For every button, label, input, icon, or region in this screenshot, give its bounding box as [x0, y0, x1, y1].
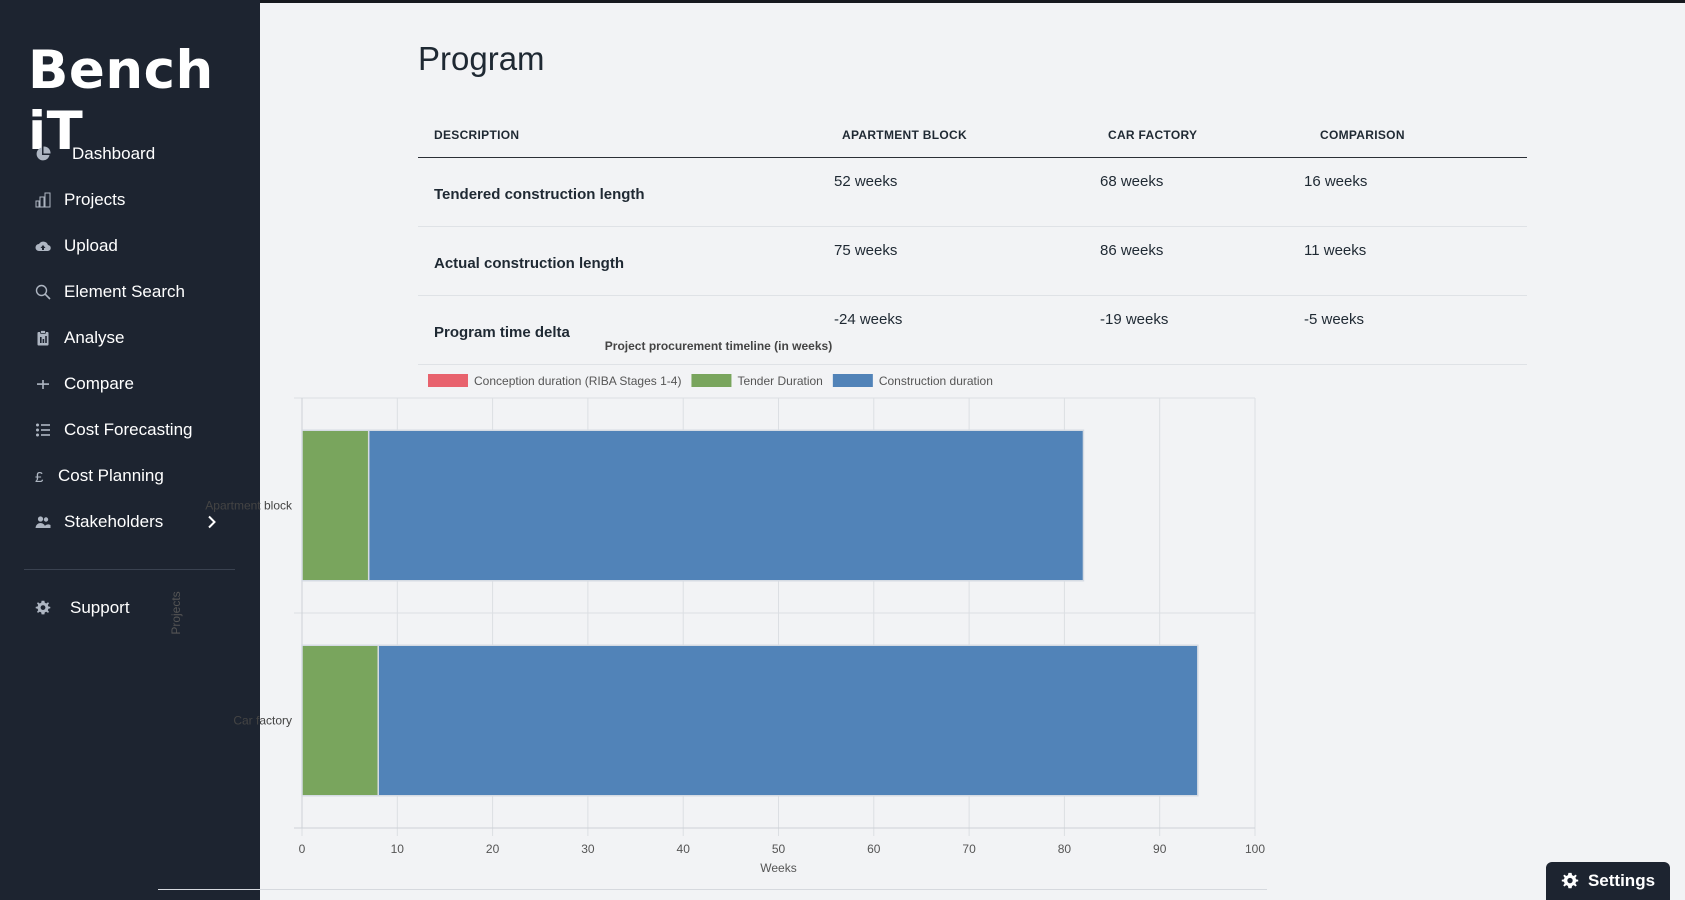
program-table: DESCRIPTION APARTMENT BLOCK CAR FACTORY … [418, 113, 1527, 365]
pie-chart-icon [34, 145, 52, 163]
table-cell: 75 weeks [834, 226, 1100, 296]
sidebar-item-label: Support [70, 598, 130, 617]
sidebar-item-projects[interactable]: Projects [34, 183, 125, 217]
table-cell: 52 weeks [834, 157, 1100, 227]
chart-svg: Project procurement timeline (in weeks) C… [169, 339, 1265, 875]
x-tick-label: 30 [581, 842, 595, 856]
page-title: Program [418, 40, 545, 77]
x-tick-label: 100 [1245, 842, 1265, 856]
x-tick-label: 60 [867, 842, 881, 856]
users-icon [34, 513, 52, 531]
table-cell: Program time delta [418, 295, 834, 365]
sidebar-divider [24, 569, 235, 570]
sidebar: Bench iT Dashboard Projects Upload Eleme… [0, 0, 260, 900]
sidebar-item-support[interactable]: Support [34, 591, 130, 625]
sidebar-item-label: Cost Forecasting [64, 420, 193, 439]
sidebar-item-label: Element Search [64, 282, 185, 301]
x-tick-label: 10 [391, 842, 405, 856]
procurement-timeline-chart: Project procurement timeline (in weeks) C… [158, 330, 1267, 890]
table-cell: 11 weeks [1304, 226, 1527, 296]
sidebar-item-label: Dashboard [72, 144, 156, 163]
table-cell: 86 weeks [1100, 226, 1304, 296]
gear-icon [34, 599, 52, 617]
bar-segment [301, 429, 370, 582]
legend-swatch [691, 374, 732, 387]
sidebar-item-element-search[interactable]: Element Search [34, 275, 185, 309]
y-axis-label: Projects [169, 591, 183, 634]
legend-label: Construction duration [879, 374, 993, 388]
search-icon [34, 283, 52, 301]
legend-swatch [428, 374, 468, 387]
column-header: APARTMENT BLOCK [834, 113, 1100, 158]
sidebar-item-label: Projects [64, 190, 126, 209]
table-header-row: DESCRIPTION APARTMENT BLOCK CAR FACTORY … [418, 113, 1527, 158]
sidebar-item-stakeholders[interactable]: Stakeholders [34, 505, 234, 539]
x-axis-label: Weeks [760, 861, 796, 875]
legend-label: Tender Duration [737, 374, 822, 388]
table-cell: -24 weeks [834, 295, 1100, 365]
table-cell: 16 weeks [1304, 157, 1527, 227]
sidebar-item-label: Stakeholders [64, 512, 164, 531]
gear-icon [1561, 872, 1579, 889]
bar-segment [367, 429, 1085, 582]
chart-title: Project procurement timeline (in weeks) [605, 339, 832, 353]
main-content: Program DESCRIPTION APARTMENT BLOCK CAR … [260, 0, 1685, 900]
x-tick-label: 70 [962, 842, 976, 856]
sidebar-item-label: Analyse [64, 328, 125, 347]
bar-segment [377, 644, 1199, 797]
x-tick-label: 40 [677, 842, 691, 856]
x-tick-label: 80 [1058, 842, 1072, 856]
x-tick-label: 50 [772, 842, 786, 856]
column-header: COMPARISON [1304, 113, 1527, 158]
app-logo: Bench iT [28, 40, 214, 162]
sidebar-item-analyse[interactable]: Analyse [34, 321, 124, 355]
settings-button[interactable]: Settings [1546, 862, 1670, 900]
cloud-upload-icon [34, 237, 52, 255]
sidebar-item-cost-forecasting[interactable]: Cost Forecasting [34, 413, 193, 447]
svg-text:£: £ [35, 469, 44, 484]
column-header: DESCRIPTION [418, 113, 834, 158]
x-tick-label: 0 [299, 842, 306, 856]
table-cell: Actual construction length [418, 226, 834, 296]
top-border [0, 0, 1685, 3]
column-header: CAR FACTORY [1100, 113, 1304, 158]
sidebar-item-dashboard[interactable]: Dashboard [34, 137, 155, 171]
table-cell: -5 weeks [1304, 295, 1527, 365]
settings-label: Settings [1587, 871, 1656, 890]
sidebar-item-label: Compare [64, 374, 134, 393]
clipboard-icon [34, 329, 52, 347]
y-tick-label: Car factory [233, 714, 292, 728]
x-tick-label: 90 [1153, 842, 1167, 856]
y-tick-label: Apartment block [205, 499, 293, 513]
sidebar-item-upload[interactable]: Upload [34, 229, 118, 263]
chart-bottom-border [158, 889, 1267, 890]
sidebar-item-label: Cost Planning [58, 466, 164, 485]
table-cell: -19 weeks [1100, 295, 1304, 365]
list-icon [34, 421, 52, 439]
table-row: Actual construction length 75 weeks 86 w… [418, 226, 1527, 296]
table-cell: 68 weeks [1100, 157, 1304, 227]
legend-swatch [832, 374, 873, 387]
table-row: Tendered construction length 52 weeks 68… [418, 157, 1527, 227]
sidebar-item-compare[interactable]: Compare [34, 367, 134, 401]
compare-icon [34, 375, 52, 393]
legend-label: Conception duration (RIBA Stages 1-4) [474, 374, 681, 388]
sidebar-item-label: Upload [64, 236, 118, 255]
pound-icon: £ [34, 467, 46, 485]
sidebar-item-cost-planning[interactable]: £ Cost Planning [34, 459, 164, 493]
chevron-right-icon [208, 515, 216, 529]
table-cell: Tendered construction length [418, 157, 834, 227]
x-tick-label: 20 [486, 842, 500, 856]
building-icon [34, 191, 52, 209]
bar-segment [301, 644, 379, 797]
table-row: Program time delta -24 weeks -19 weeks -… [418, 295, 1527, 365]
